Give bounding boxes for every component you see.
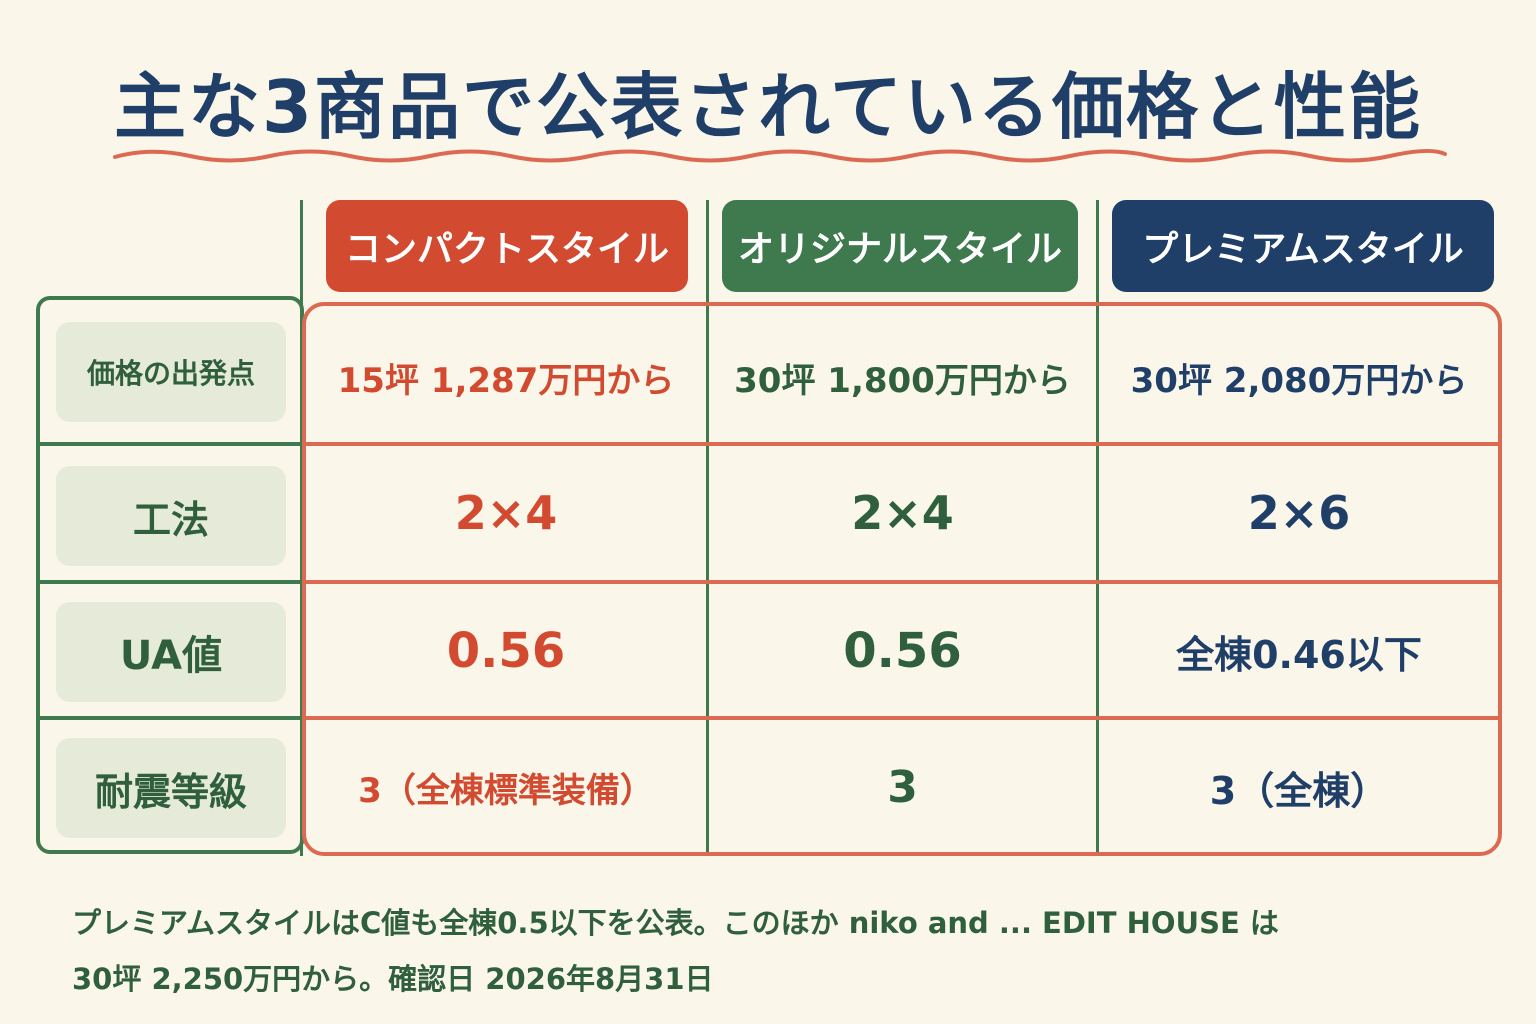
table-cell: 0.56: [446, 623, 566, 679]
table-row-divider: [304, 442, 1500, 446]
page-title: 主な3商品で公表されている価格と性能: [114, 65, 1422, 149]
table-cell: 0.56: [843, 623, 962, 679]
row-label-construction: 工法: [56, 466, 286, 566]
table-cell: 15坪 1,287万円から: [337, 360, 675, 401]
footnote: プレミアムスタイルはC値も全棟0.5以下を公表。このほか niko and ..…: [72, 895, 1492, 1007]
table-cell: 3（全棟標準装備）: [358, 770, 654, 811]
row-label-divider: [36, 716, 304, 720]
table-row-divider: [304, 716, 1500, 720]
table-cell: 30坪 1,800万円から: [734, 360, 1071, 401]
table-cell: 30坪 2,080万円から: [1130, 360, 1468, 401]
grid-line-v3: [1096, 200, 1099, 856]
row-label-ua-value: UA値: [56, 602, 286, 702]
row-label-divider: [36, 580, 304, 584]
table-cell: 全棟0.46以下: [1176, 632, 1422, 677]
table-cell: 2×6: [1247, 486, 1351, 540]
column-header-compact: コンパクトスタイル: [326, 200, 688, 292]
table-cell: 3: [887, 761, 918, 813]
data-table-frame: [302, 302, 1502, 856]
row-label-divider: [36, 442, 304, 446]
title-underline: [113, 149, 1447, 163]
column-header-premium: プレミアムスタイル: [1112, 200, 1494, 292]
row-label-seismic-grade: 耐震等級: [56, 738, 286, 838]
grid-line-v2: [706, 200, 709, 856]
column-header-original: オリジナルスタイル: [722, 200, 1078, 292]
footnote-line: 30坪 2,250万円から。確認日 2026年8月31日: [72, 962, 714, 996]
footnote-line: プレミアムスタイルはC値も全棟0.5以下を公表。このほか niko and ..…: [72, 906, 1279, 940]
table-row-divider: [304, 580, 1500, 584]
table-cell: 2×4: [851, 486, 954, 540]
row-label-price: 価格の出発点: [56, 322, 286, 422]
table-cell: 3（全棟）: [1209, 768, 1389, 813]
table-cell: 2×4: [454, 486, 558, 540]
